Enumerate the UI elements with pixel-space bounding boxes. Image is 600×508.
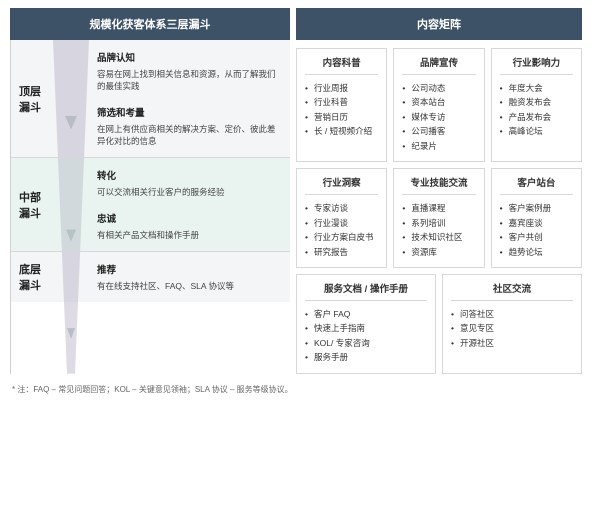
matrix-list: 公司动态资本站台媒体专访公司播客纪录片 <box>402 81 475 153</box>
stage-title: 转化 <box>97 168 282 182</box>
matrix-item: 服务手册 <box>305 350 427 364</box>
stage-desc: 容易在网上找到相关信息和资源，从而了解我们的最佳实践 <box>97 68 282 93</box>
matrix-item: 纪录片 <box>402 139 475 153</box>
matrix-item: 技术知识社区 <box>402 230 475 244</box>
matrix-list: 行业周报行业科普营销日历长 / 短视频介绍 <box>305 81 378 139</box>
matrix-item: 研究报告 <box>305 245 378 259</box>
matrix-list: 专家访谈行业漫谈行业方案白皮书研究报告 <box>305 201 378 259</box>
funnel-header: 规模化获客体系三层漏斗 <box>10 8 290 40</box>
matrix-item: 媒体专访 <box>402 110 475 124</box>
stage-title: 品牌认知 <box>97 50 282 64</box>
funnel-stage: 底层漏斗推荐有在线支持社区、FAQ、SLA 协议等 <box>11 252 290 302</box>
stage-block: 转化可以交流相关行业客户的服务经验 <box>97 168 282 198</box>
stage-label: 底层漏斗 <box>11 252 93 302</box>
matrix-item: 资本站台 <box>402 95 475 109</box>
stage-content: 品牌认知容易在网上找到相关信息和资源，从而了解我们的最佳实践筛选和考量在网上有供… <box>93 40 290 157</box>
matrix-item: 年度大会 <box>500 81 573 95</box>
matrix-list: 问答社区意见专区开源社区 <box>451 307 573 350</box>
stage-block: 推荐有在线支持社区、FAQ、SLA 协议等 <box>97 262 282 292</box>
matrix-col: 专业技能交流直播课程系列培训技术知识社区资源库 <box>393 168 484 268</box>
matrix-col-title: 品牌宣传 <box>402 55 475 75</box>
matrix-item: 客户案例册 <box>500 201 573 215</box>
stage-content: 推荐有在线支持社区、FAQ、SLA 协议等 <box>93 252 290 302</box>
matrix-item: 行业方案白皮书 <box>305 230 378 244</box>
matrix-item: KOL/ 专家咨询 <box>305 336 427 350</box>
matrix-item: 专家访谈 <box>305 201 378 215</box>
matrix-item: 长 / 短视频介绍 <box>305 124 378 138</box>
matrix-item: 趋势论坛 <box>500 245 573 259</box>
matrix-col: 品牌宣传公司动态资本站台媒体专访公司播客纪录片 <box>393 48 484 162</box>
matrix-item: 行业科普 <box>305 95 378 109</box>
matrix-item: 客户 FAQ <box>305 307 427 321</box>
matrix-col-title: 社区交流 <box>451 281 573 301</box>
funnel-panel: 规模化获客体系三层漏斗 顶层漏斗品牌认知容易在网上找到相关信息和资源，从而了解我… <box>10 8 290 374</box>
matrix-item: 公司播客 <box>402 124 475 138</box>
matrix-col: 服务文档 / 操作手册客户 FAQ快速上手指南KOL/ 专家咨询服务手册 <box>296 274 436 374</box>
matrix-col: 内容科普行业周报行业科普营销日历长 / 短视频介绍 <box>296 48 387 162</box>
matrix-item: 营销日历 <box>305 110 378 124</box>
matrix-col: 行业洞察专家访谈行业漫谈行业方案白皮书研究报告 <box>296 168 387 268</box>
matrix-item: 开源社区 <box>451 336 573 350</box>
matrix-item: 系列培训 <box>402 216 475 230</box>
matrix-header: 内容矩阵 <box>296 8 582 40</box>
stage-title: 筛选和考量 <box>97 105 282 119</box>
stage-block: 忠诚有相关产品文档和操作手册 <box>97 211 282 241</box>
matrix-item: 公司动态 <box>402 81 475 95</box>
stage-title: 忠诚 <box>97 211 282 225</box>
matrix-col: 行业影响力年度大会融资发布会产品发布会高峰论坛 <box>491 48 582 162</box>
matrix-item: 高峰论坛 <box>500 124 573 138</box>
funnel-stage: 顶层漏斗品牌认知容易在网上找到相关信息和资源，从而了解我们的最佳实践筛选和考量在… <box>11 40 290 158</box>
matrix-item: 行业漫谈 <box>305 216 378 230</box>
stage-desc: 有相关产品文档和操作手册 <box>97 229 282 241</box>
matrix-row: 行业洞察专家访谈行业漫谈行业方案白皮书研究报告专业技能交流直播课程系列培训技术知… <box>296 168 582 268</box>
matrix-col-title: 专业技能交流 <box>402 175 475 195</box>
matrix-col-title: 服务文档 / 操作手册 <box>305 281 427 301</box>
stage-desc: 有在线支持社区、FAQ、SLA 协议等 <box>97 280 282 292</box>
matrix-col-title: 客户站台 <box>500 175 573 195</box>
funnel-stage: 中部漏斗转化可以交流相关行业客户的服务经验忠诚有相关产品文档和操作手册 <box>11 158 290 252</box>
matrix-list: 直播课程系列培训技术知识社区资源库 <box>402 201 475 259</box>
matrix-col-title: 内容科普 <box>305 55 378 75</box>
funnel-body: 顶层漏斗品牌认知容易在网上找到相关信息和资源，从而了解我们的最佳实践筛选和考量在… <box>10 40 290 374</box>
matrix-list: 客户 FAQ快速上手指南KOL/ 专家咨询服务手册 <box>305 307 427 365</box>
matrix-body: 内容科普行业周报行业科普营销日历长 / 短视频介绍品牌宣传公司动态资本站台媒体专… <box>296 48 582 374</box>
stage-desc: 可以交流相关行业客户的服务经验 <box>97 186 282 198</box>
matrix-row: 服务文档 / 操作手册客户 FAQ快速上手指南KOL/ 专家咨询服务手册社区交流… <box>296 274 582 374</box>
matrix-item: 嘉宾座谈 <box>500 216 573 230</box>
matrix-list: 客户案例册嘉宾座谈客户共创趋势论坛 <box>500 201 573 259</box>
stage-block: 筛选和考量在网上有供应商相关的解决方案、定价、彼此差异化对比的信息 <box>97 105 282 148</box>
matrix-item: 客户共创 <box>500 230 573 244</box>
matrix-row: 内容科普行业周报行业科普营销日历长 / 短视频介绍品牌宣传公司动态资本站台媒体专… <box>296 48 582 162</box>
stage-content: 转化可以交流相关行业客户的服务经验忠诚有相关产品文档和操作手册 <box>93 158 290 251</box>
matrix-item: 快速上手指南 <box>305 321 427 335</box>
stage-title: 推荐 <box>97 262 282 276</box>
stage-block: 品牌认知容易在网上找到相关信息和资源，从而了解我们的最佳实践 <box>97 50 282 93</box>
matrix-list: 年度大会融资发布会产品发布会高峰论坛 <box>500 81 573 139</box>
matrix-col: 客户站台客户案例册嘉宾座谈客户共创趋势论坛 <box>491 168 582 268</box>
matrix-col-title: 行业影响力 <box>500 55 573 75</box>
matrix-item: 问答社区 <box>451 307 573 321</box>
matrix-item: 意见专区 <box>451 321 573 335</box>
stage-label: 中部漏斗 <box>11 158 93 251</box>
stage-desc: 在网上有供应商相关的解决方案、定价、彼此差异化对比的信息 <box>97 123 282 148</box>
stage-label: 顶层漏斗 <box>11 40 93 157</box>
matrix-panel: 内容矩阵 内容科普行业周报行业科普营销日历长 / 短视频介绍品牌宣传公司动态资本… <box>296 8 582 374</box>
matrix-col-title: 行业洞察 <box>305 175 378 195</box>
diagram-container: 规模化获客体系三层漏斗 顶层漏斗品牌认知容易在网上找到相关信息和资源，从而了解我… <box>0 0 600 378</box>
matrix-item: 产品发布会 <box>500 110 573 124</box>
matrix-item: 行业周报 <box>305 81 378 95</box>
matrix-item: 资源库 <box>402 245 475 259</box>
footnote: * 注：FAQ – 常见问题回答；KOL – 关键意见领袖；SLA 协议 – 服… <box>0 378 600 395</box>
matrix-col: 社区交流问答社区意见专区开源社区 <box>442 274 582 374</box>
matrix-item: 直播课程 <box>402 201 475 215</box>
matrix-item: 融资发布会 <box>500 95 573 109</box>
